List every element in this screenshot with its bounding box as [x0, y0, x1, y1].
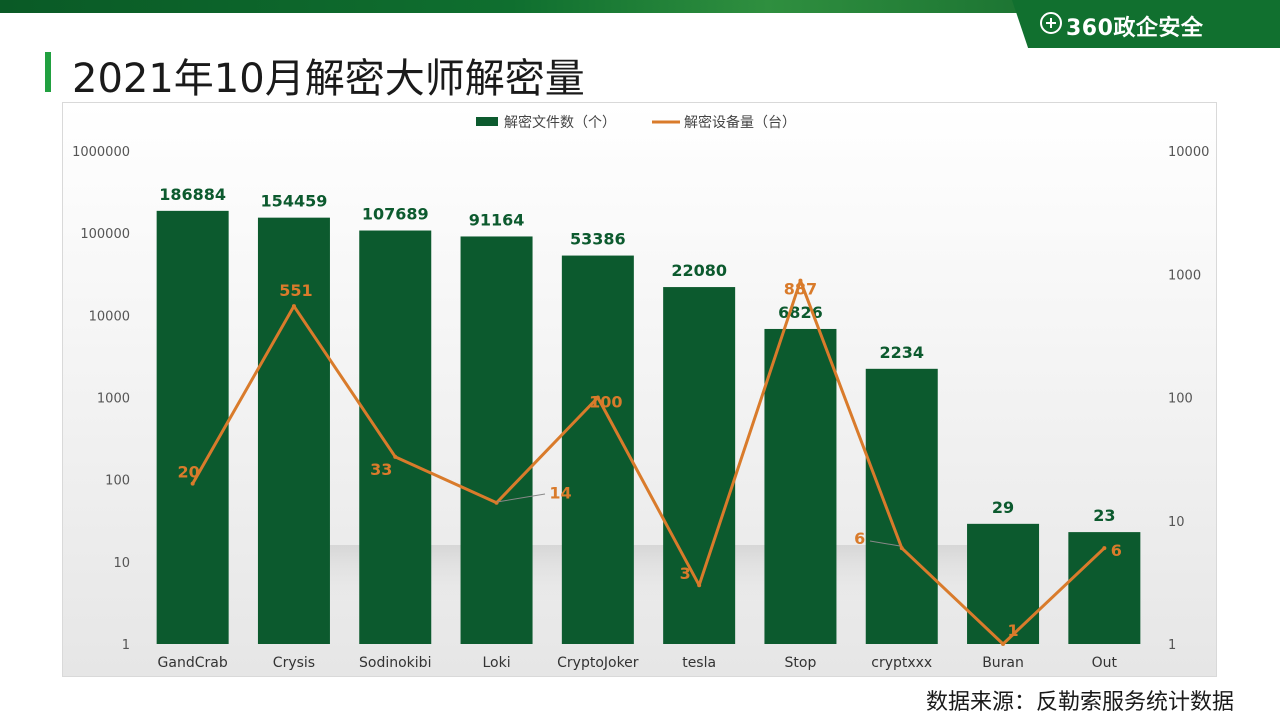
x-axis-tick: Crysis [273, 655, 315, 671]
leader-line [869, 540, 901, 547]
line-value-label: 20 [178, 463, 200, 482]
right-axis-tick: 1 [1168, 638, 1176, 653]
bar [561, 255, 634, 644]
line-point [393, 454, 398, 459]
bar-value-label: 107689 [362, 205, 429, 224]
line-point [595, 395, 600, 400]
line-value-label: 887 [784, 280, 817, 299]
left-axis-tick: 1000 [97, 392, 130, 407]
x-axis-tick: Out [1092, 655, 1118, 671]
bar-value-label: 186884 [159, 185, 226, 204]
line-value-label: 1 [1007, 621, 1018, 640]
x-axis-tick: Sodinokibi [359, 655, 431, 671]
bar-value-label: 53386 [570, 230, 626, 249]
bar [764, 328, 837, 644]
line-value-label: 33 [370, 460, 392, 479]
legend-swatch-bar [476, 117, 498, 126]
bar [1068, 532, 1141, 644]
left-axis-tick: 10000 [89, 309, 130, 324]
x-axis-tick: cryptxxx [871, 655, 932, 671]
bar-value-label: 2234 [879, 343, 924, 362]
bar-value-label: 22080 [671, 261, 727, 280]
x-axis-tick: CryptoJoker [557, 655, 639, 671]
line-value-label: 551 [279, 281, 312, 300]
bar [460, 236, 533, 645]
line-point [190, 481, 195, 486]
leader-line [496, 493, 546, 503]
bar [257, 217, 330, 644]
right-axis-tick: 100 [1168, 392, 1193, 407]
left-axis-tick: 1000000 [72, 145, 130, 160]
line-value-label: 3 [680, 564, 691, 583]
line-value-label: 6 [1111, 541, 1122, 560]
device-line [191, 279, 1106, 646]
logo-icon [1040, 12, 1062, 34]
x-axis-tick: GandCrab [158, 655, 228, 671]
x-axis-tick: tesla [682, 655, 716, 671]
left-axis-tick: 100 [105, 474, 130, 489]
bar [663, 287, 736, 644]
right-axis-tick: 10 [1168, 515, 1185, 530]
top-banner [0, 0, 1280, 13]
x-axis-tick: Loki [482, 655, 510, 671]
line-point [1001, 642, 1006, 646]
bar-value-label: 29 [992, 498, 1014, 517]
line-point [1102, 546, 1107, 551]
bar [156, 210, 229, 645]
line-point [291, 304, 296, 309]
right-axis-tick: 10000 [1168, 145, 1209, 160]
title-accent-bar [45, 52, 51, 92]
right-axis-tick: 1000 [1168, 268, 1201, 283]
bar [865, 368, 938, 644]
legend-label-bar: 解密文件数（个） [504, 114, 616, 131]
line-point [697, 583, 702, 588]
source-note: 数据来源：反勒索服务统计数据 [925, 690, 1234, 715]
left-axis-tick: 1 [122, 638, 130, 653]
x-axis-tick: Buran [982, 655, 1024, 671]
line-value-label: 6 [854, 529, 865, 548]
left-axis-tick: 100000 [80, 227, 130, 242]
bar-value-label: 154459 [261, 192, 328, 211]
legend-label-line: 解密设备量（台） [684, 114, 796, 131]
bar-value-label: 91164 [469, 210, 525, 229]
page-title: 2021年10月解密大师解密量 [72, 56, 585, 102]
bar-value-label: 23 [1093, 506, 1115, 525]
bar [967, 523, 1040, 644]
bar [359, 230, 432, 644]
x-axis-tick: Stop [785, 655, 817, 671]
left-axis-tick: 10 [113, 556, 130, 571]
line-value-label: 100 [589, 393, 622, 412]
line-point [899, 546, 904, 551]
logo-text: 360政企安全 [1066, 16, 1204, 41]
line-value-label: 14 [549, 484, 571, 503]
line-point [798, 278, 803, 283]
